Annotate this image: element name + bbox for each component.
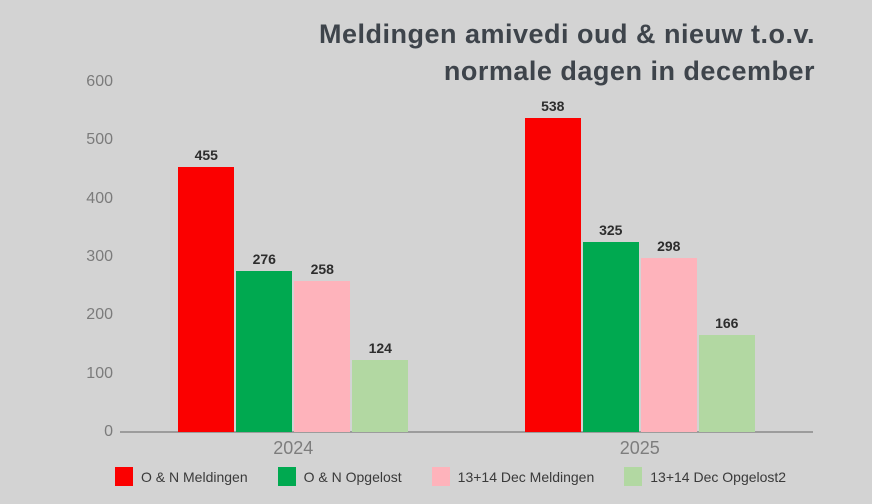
bar — [640, 258, 697, 432]
bar-value-label: 276 — [252, 251, 276, 267]
y-axis: 0 100 200 300 400 500 600 — [0, 0, 113, 504]
bar-value-label: 298 — [657, 238, 681, 254]
plot-area: 455 276 258 124 538 325 298 166 — [120, 82, 813, 433]
bar — [294, 281, 351, 432]
y-tick-label: 400 — [86, 189, 113, 207]
x-axis-label: 2025 — [619, 438, 660, 458]
legend-swatch — [431, 467, 450, 486]
bar-value-label: 538 — [541, 98, 565, 114]
legend-item: 13+14 Dec Meldingen — [431, 467, 595, 486]
bar-value-label: 124 — [368, 340, 392, 356]
legend: O & N Meldingen O & N Opgelost 13+14 Dec M… — [115, 467, 786, 486]
legend-item: O & N Opgelost — [277, 467, 402, 486]
legend-swatch — [277, 467, 296, 486]
y-tick-label: 300 — [86, 248, 113, 265]
legend-item: O & N Meldingen — [115, 467, 248, 486]
bar-value-label: 455 — [194, 147, 218, 163]
bar-value-label: 166 — [715, 315, 739, 331]
x-axis-label: 2024 — [273, 438, 314, 458]
bar — [236, 271, 293, 432]
legend-label: O & N Opgelost — [303, 468, 402, 485]
y-tick-label: 200 — [86, 306, 113, 324]
bar — [698, 335, 755, 432]
bar — [524, 118, 581, 432]
y-tick-label: 0 — [104, 423, 113, 440]
y-tick-label: 600 — [86, 73, 113, 90]
chart-title-line1: Meldingen amivedi oud & nieuw t.o.v. — [318, 19, 815, 49]
y-tick-label: 100 — [86, 364, 113, 382]
bar — [178, 167, 235, 432]
legend-label: O & N Meldingen — [141, 468, 248, 485]
chart-title: Meldingen amivedi oud & nieuw t.o.v. nor… — [319, 16, 815, 90]
chart-title-line2: normale dagen in december — [443, 56, 815, 86]
legend-swatch — [624, 467, 643, 486]
bar-value-label: 325 — [599, 222, 623, 238]
legend-label: 13+14 Dec Meldingen — [457, 468, 595, 485]
bar — [352, 360, 409, 432]
y-tick-label: 500 — [86, 131, 113, 149]
bar-value-label: 258 — [310, 261, 334, 277]
legend-item: 13+14 Dec Opgelost2 — [624, 467, 786, 486]
legend-swatch — [115, 467, 133, 486]
bar — [582, 242, 639, 432]
legend-label: 13+14 Dec Opgelost2 — [650, 468, 787, 485]
x-axis-line — [120, 431, 813, 433]
